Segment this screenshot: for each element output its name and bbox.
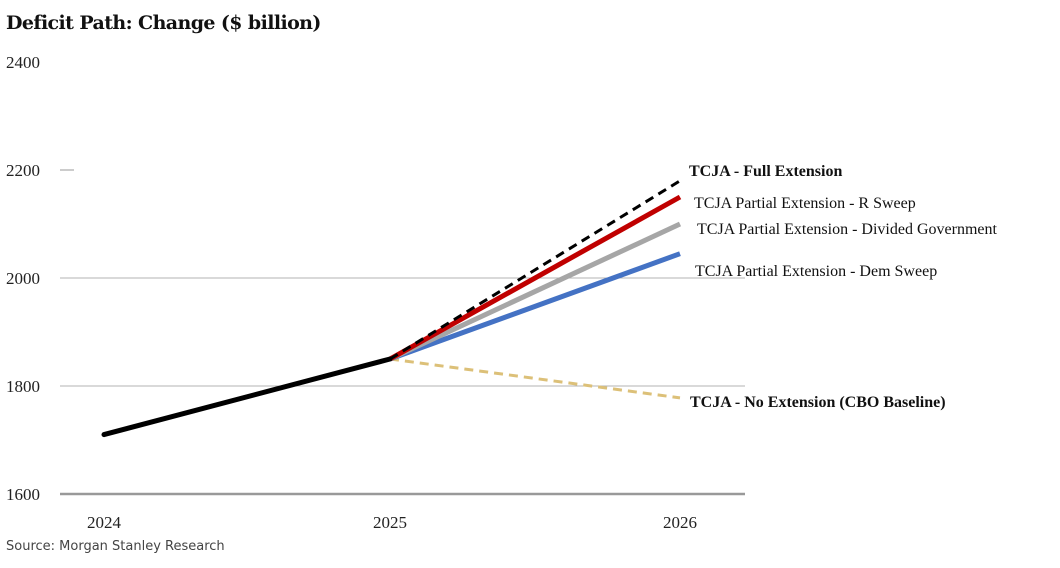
- series-line-2: [388, 221, 682, 362]
- series-line-1: [388, 194, 682, 362]
- history-line: [101, 356, 393, 438]
- y-tick-label: 2000: [6, 269, 40, 288]
- y-tick-label: 2400: [6, 53, 40, 72]
- x-axis-ticks: 2024 2025 2026: [87, 513, 697, 532]
- y-tick-label: 1800: [6, 377, 40, 396]
- series-label-1: TCJA Partial Extension - R Sweep: [694, 195, 916, 212]
- x-tick-label: 2026: [663, 513, 697, 532]
- y-tick-label: 1600: [6, 485, 40, 504]
- y-axis-ticks: 1600 1800 2000 2200 2400: [6, 53, 40, 504]
- series-label-2: TCJA Partial Extension - Divided Governm…: [697, 221, 998, 238]
- gridlines: [60, 169, 745, 496]
- series-labels: TCJA - Full Extension TCJA Partial Extens…: [689, 163, 998, 411]
- series-line-0: [389, 179, 681, 361]
- y-tick-label: 2200: [6, 161, 40, 180]
- series-line-3: [389, 251, 681, 362]
- series-lines: [101, 179, 682, 438]
- x-tick-label: 2024: [87, 513, 122, 532]
- series-label-3: TCJA Partial Extension - Dem Sweep: [695, 263, 937, 280]
- series-label-4: TCJA - No Extension (CBO Baseline): [690, 394, 946, 411]
- chart-source: Source: Morgan Stanley Research: [6, 539, 225, 554]
- series-line-4: [389, 357, 681, 400]
- chart-title: Deficit Path: Change ($ billion): [6, 12, 321, 34]
- x-tick-label: 2025: [373, 513, 407, 532]
- series-label-0: TCJA - Full Extension: [689, 163, 842, 180]
